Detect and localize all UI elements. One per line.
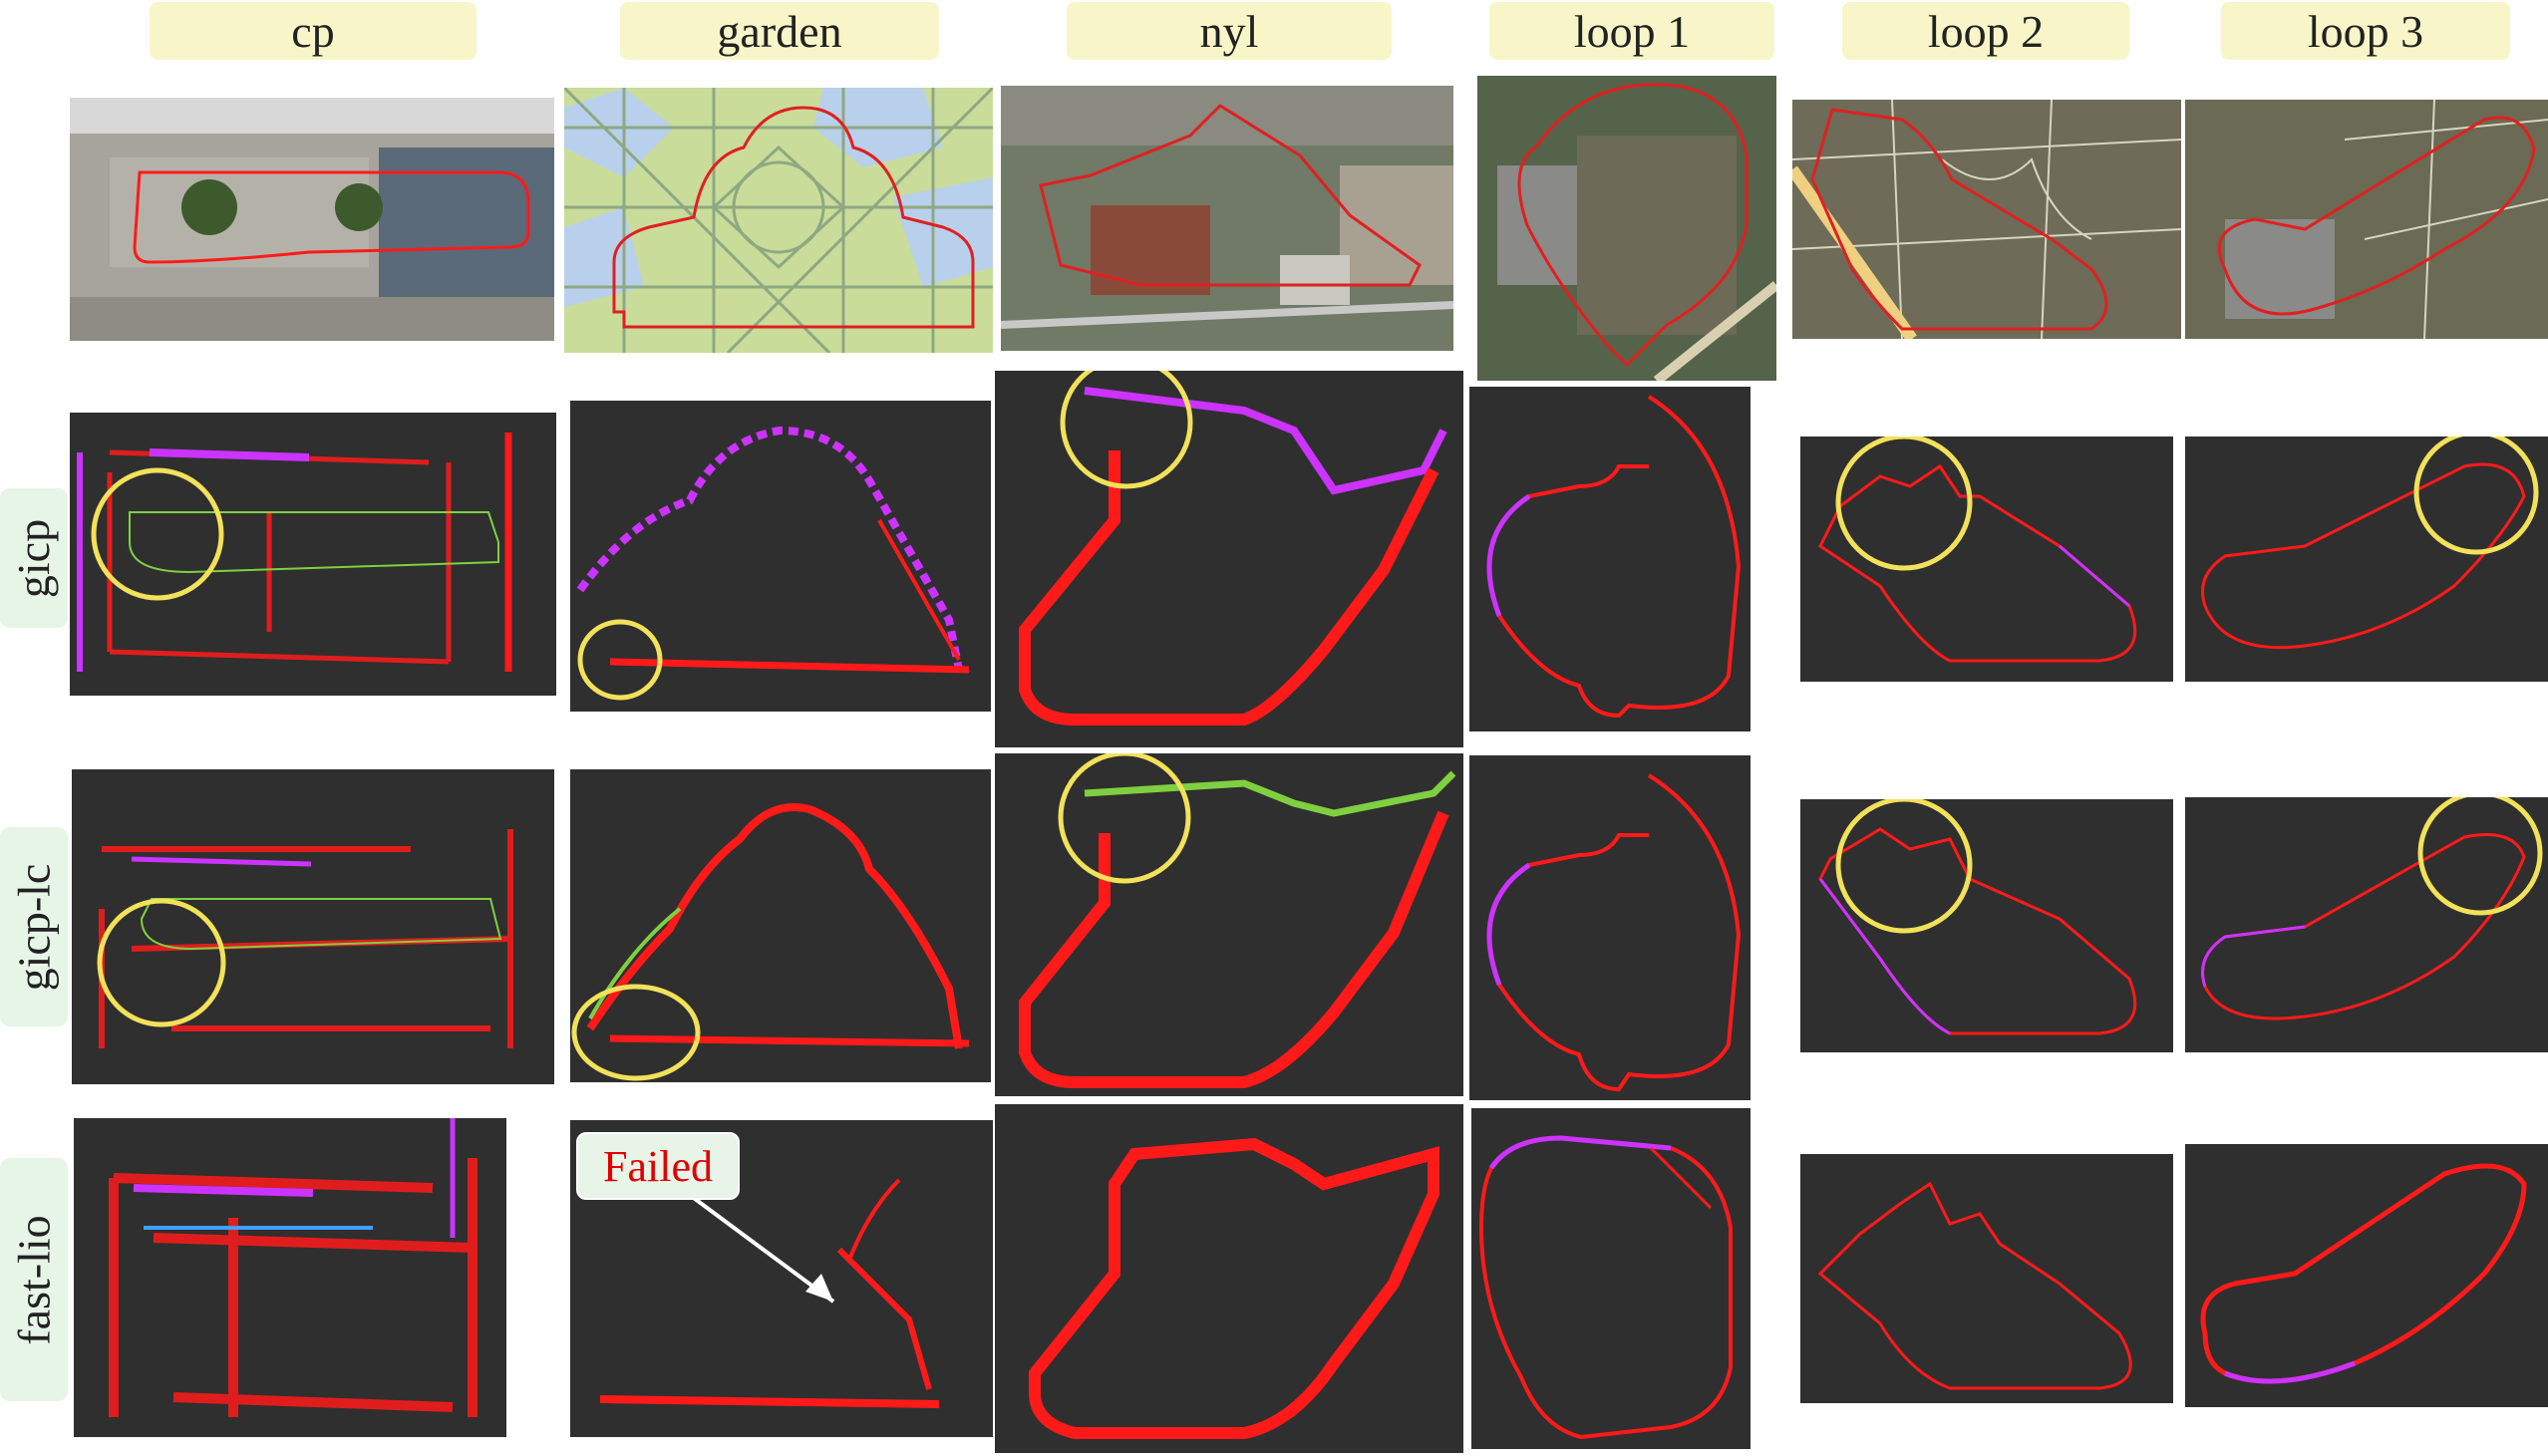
satellite-image-loop1	[1477, 76, 1776, 381]
map-panel-gicp-loop2	[1800, 437, 2173, 682]
map-panel-gicp-loop3	[2185, 437, 2548, 682]
map-panel-fast-lio-loop3	[2185, 1144, 2548, 1407]
column-label-loop1: loop 1	[1489, 2, 1774, 60]
column-label-loop3: loop 3	[2221, 2, 2510, 60]
map-panel-gicp-cp	[70, 413, 556, 696]
map-panel-gicp-loop1	[1469, 387, 1751, 731]
column-label-cp: cp	[150, 2, 477, 60]
map-panel-fast-lio-loop2	[1800, 1154, 2173, 1403]
satellite-image-cp	[70, 98, 554, 341]
row-label-fast-lio: fast-lio	[0, 1158, 68, 1401]
map-panel-fast-lio-loop1	[1471, 1108, 1751, 1449]
map-panel-gicp-lc-loop1	[1469, 755, 1751, 1100]
map-panel-gicp-lc-garden	[570, 769, 991, 1082]
failed-annotation: Failed	[576, 1132, 740, 1200]
map-panel-gicp-lc-loop2	[1800, 799, 2173, 1052]
map-image-loop2	[1792, 100, 2181, 339]
map-panel-gicp-nyl	[995, 371, 1463, 747]
map-panel-gicp-lc-nyl	[995, 753, 1463, 1096]
map-panel-gicp-lc-loop3	[2185, 797, 2548, 1052]
map-image-loop3	[2185, 100, 2548, 339]
satellite-image-nyl	[1001, 86, 1453, 351]
row-label-gicp-lc: gicp-lc	[0, 827, 68, 1026]
map-panel-gicp-garden	[570, 401, 991, 712]
column-label-loop2: loop 2	[1842, 2, 2129, 60]
column-label-nyl: nyl	[1067, 2, 1392, 60]
map-panel-fast-lio-nyl	[995, 1104, 1463, 1453]
map-image-garden	[564, 88, 993, 353]
map-panel-gicp-lc-cp	[72, 769, 554, 1084]
column-label-garden: garden	[620, 2, 939, 60]
row-label-gicp: gicp	[0, 488, 68, 628]
map-panel-fast-lio-cp	[74, 1118, 506, 1437]
